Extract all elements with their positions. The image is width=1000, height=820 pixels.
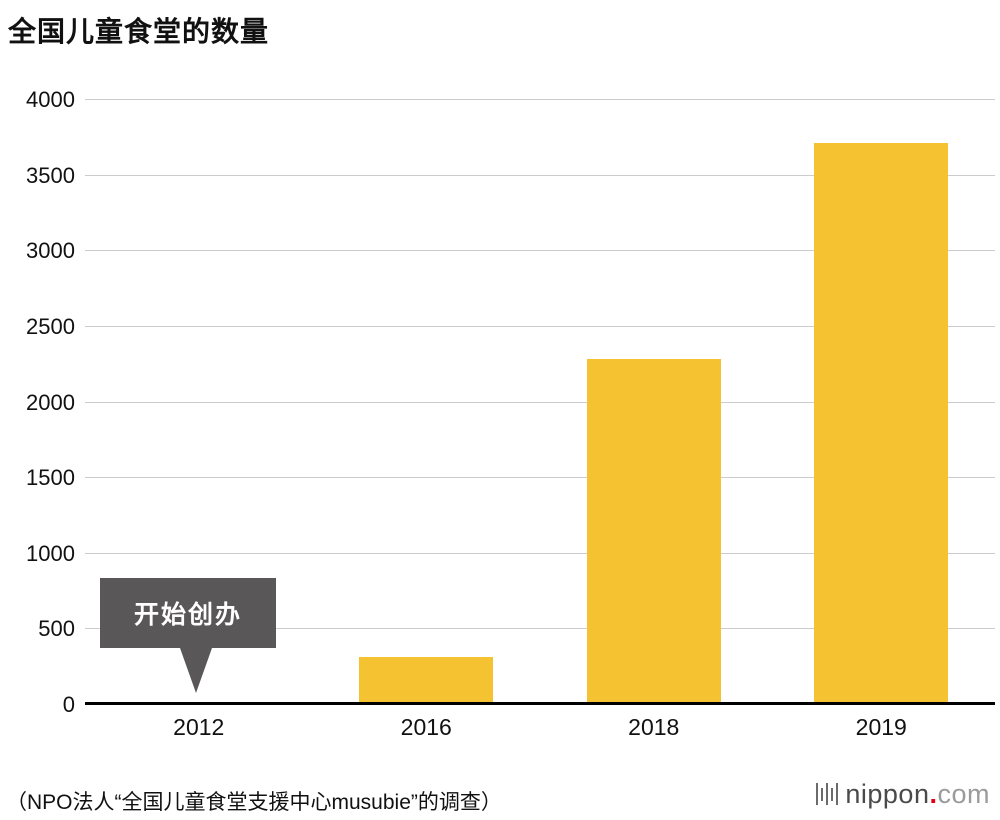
- y-tick-label-1000: 1000: [26, 540, 75, 566]
- x-tick-label-2019: 2019: [855, 714, 907, 740]
- gridline-4000: [85, 99, 995, 100]
- x-tick-label-2018: 2018: [628, 714, 680, 740]
- brand-dot: .: [929, 778, 938, 809]
- brand-logo: nippon.com: [815, 778, 990, 809]
- y-tick-label-2000: 2000: [26, 389, 75, 415]
- plot-area: [85, 99, 995, 705]
- y-tick-label-2500: 2500: [26, 313, 75, 339]
- gridline-500: [85, 628, 995, 630]
- x-tick-label-2012: 2012: [173, 714, 225, 740]
- y-tick-label-1500: 1500: [26, 465, 75, 491]
- source-note: （NPO法人“全国儿童食堂支援中心musubie”的调查）: [6, 791, 502, 814]
- gridline-3500: [85, 174, 995, 176]
- annotation-pointer-icon: [180, 648, 212, 693]
- bar-2016: [359, 656, 494, 705]
- x-axis: 2012 2016 2018 2019: [85, 714, 995, 748]
- y-tick-label-3000: 3000: [26, 238, 75, 264]
- annotation-label: 开始创办: [134, 601, 243, 629]
- gridline-2000: [85, 401, 995, 403]
- x-tick-label-2016: 2016: [400, 714, 452, 740]
- y-axis: 0 500 1000 1500 2000 2500 3000 3500 4000: [0, 89, 75, 716]
- gridline-1500: [85, 477, 995, 479]
- bar-2019: [814, 142, 949, 705]
- brand-name: nippon: [845, 778, 930, 809]
- gridline-3000: [85, 250, 995, 252]
- nippon-bars-icon: [815, 780, 839, 808]
- y-tick-label-500: 500: [38, 616, 75, 642]
- y-tick-label-4000: 4000: [26, 87, 75, 112]
- chart-title: 全国儿童食堂的数量: [8, 16, 270, 47]
- annotation-callout: 开始创办: [100, 578, 277, 693]
- y-tick-label-3500: 3500: [26, 162, 75, 188]
- brand-tld: com: [937, 778, 990, 809]
- y-tick-label-0: 0: [62, 692, 75, 717]
- gridline-2500: [85, 325, 995, 327]
- gridline-1000: [85, 552, 995, 554]
- bar-2018: [586, 359, 721, 705]
- gridline-0: [85, 702, 995, 705]
- brand-wordmark: nippon.com: [845, 778, 990, 809]
